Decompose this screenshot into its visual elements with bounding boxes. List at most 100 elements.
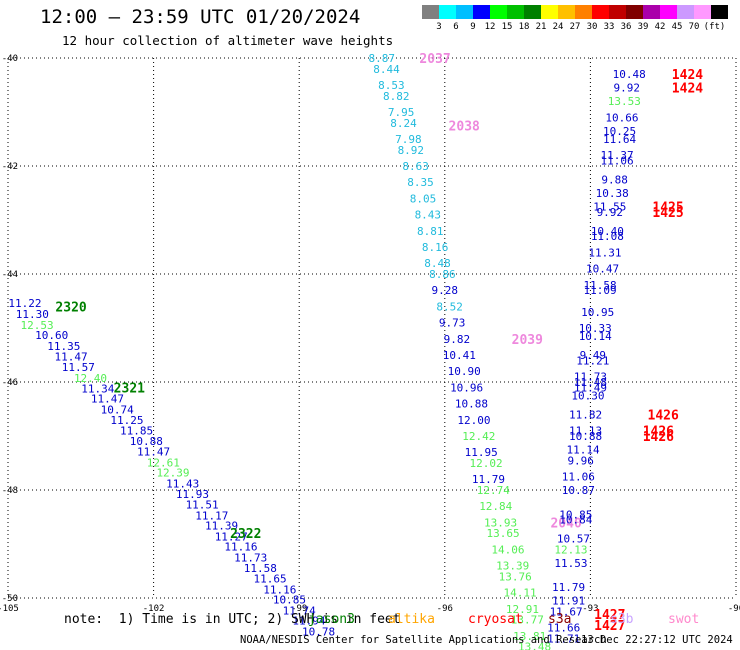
y-tick-label: -48 (2, 486, 18, 496)
swh-value-label: 10.41 (443, 349, 476, 362)
swh-value-label: 11.31 (588, 246, 621, 259)
swh-value-label: 8.92 (398, 144, 425, 157)
swh-value-label: 12.00 (457, 414, 490, 427)
color-scale-label: 39 (637, 22, 649, 32)
swh-value-label: 10.48 (613, 68, 646, 81)
swh-value-label: 11.58 (584, 279, 617, 292)
swh-value-label: 7.95 (388, 106, 415, 119)
swh-value-label: 14.11 (503, 587, 536, 600)
pass-time-label: 2039 (512, 333, 543, 348)
satellite-name: jason3 (308, 612, 355, 627)
swh-value-label: 11.58 (244, 562, 277, 575)
swh-value-label: 11.35 (47, 340, 80, 353)
swh-value-label: 13.48 (518, 641, 551, 650)
swh-value-label: 9.49 (580, 349, 607, 362)
swh-value-label: 11.47 (91, 393, 124, 406)
swh-value-label: 11.71 (547, 633, 580, 646)
y-tick-label: -50 (2, 594, 18, 604)
color-scale-label: 3 (436, 22, 442, 32)
swh-value-label: 11.85 (120, 425, 153, 438)
swh-value-label: 10.33 (579, 322, 612, 335)
pass-time-label: 1427 (594, 619, 625, 634)
x-tick-label: -102 (143, 604, 165, 614)
swh-value-label: 11.47 (55, 351, 88, 364)
swh-value-label: 12.42 (462, 430, 495, 443)
swh-value-label: 13.93 (484, 516, 517, 529)
color-scale-swatch (660, 5, 677, 19)
color-scale-swatch (507, 5, 524, 19)
swh-value-label: 8.81 (417, 225, 444, 238)
color-scale-swatch (422, 5, 439, 19)
y-tick-label: -40 (2, 54, 18, 64)
swh-value-label: 12.02 (469, 457, 502, 470)
pass-time-label: 2320 (55, 300, 86, 315)
swh-value-label: 11.67 (550, 606, 583, 619)
color-scale-label: 27 (569, 22, 581, 32)
color-scale-swatch (694, 5, 711, 19)
swh-value-label: 8.82 (383, 90, 410, 103)
swh-value-label: 13.53 (608, 95, 641, 108)
swh-value-label: 10.30 (571, 390, 604, 403)
pass-time-label: 2038 (449, 120, 480, 135)
swh-value-label: 10.60 (35, 329, 68, 342)
page-subtitle: 12 hour collection of altimeter wave hei… (62, 33, 394, 48)
footer-timestamp: 13 Dec 22:27:12 UTC 2024 (581, 634, 733, 646)
color-scale-swatch (643, 5, 660, 19)
swh-value-label: 11.27 (215, 530, 248, 543)
swh-value-label: 11.93 (176, 488, 209, 501)
swh-value-label: 11.09 (584, 284, 617, 297)
x-tick-label: -96 (437, 604, 453, 614)
swh-value-label: 11.48 (574, 376, 607, 389)
color-scale-label: 33 (603, 22, 615, 32)
satellite-name: swot (668, 612, 700, 627)
swh-value-label: 10.74 (101, 404, 134, 417)
swh-value-label: 7.98 (395, 133, 422, 146)
y-tick-label: -44 (2, 270, 18, 280)
swh-value-label: 11.06 (601, 155, 634, 168)
pass-time-label: 2040 (550, 516, 581, 531)
swh-value-label: 10.90 (448, 365, 481, 378)
swh-value-label: 11.22 (8, 297, 41, 310)
swh-value-label: 11.08 (591, 230, 624, 243)
swh-value-label: 11.95 (465, 446, 498, 459)
x-tick-label: -105 (0, 604, 19, 614)
pass-time-label: 1424 (672, 68, 703, 83)
swh-value-label: 13.76 (499, 570, 532, 583)
color-scale-swatch (575, 5, 592, 19)
color-scale-unit: (ft) (703, 22, 726, 32)
swh-value-label: 11.39 (205, 520, 238, 533)
footer-note: note: 1) Time is in UTC; 2) SWH is in fe… (64, 612, 401, 627)
swh-value-label: 8.48 (424, 257, 451, 270)
y-tick-label: -42 (2, 162, 18, 172)
swh-value-label: 11.13 (569, 425, 602, 438)
pass-time-label: 2321 (114, 381, 145, 396)
swh-value-label: 11.82 (569, 408, 602, 421)
color-scale-swatch (592, 5, 609, 19)
color-scale-swatch (626, 5, 643, 19)
color-scale-swatch (439, 5, 456, 19)
swh-value-label: 10.96 (450, 381, 483, 394)
swh-value-label: 11.34 (81, 382, 114, 395)
swh-value-label: 8.44 (373, 63, 400, 76)
swh-value-label: 9.82 (444, 333, 471, 346)
footer-credit: NOAA/NESDIS Center for Satellite Applica… (240, 634, 607, 646)
swh-value-label: 8.05 (410, 192, 437, 205)
color-scale-label: 21 (535, 22, 547, 32)
color-scale-swatch (490, 5, 507, 19)
x-tick-label: -90 (728, 604, 740, 614)
swh-value-label: 9.92 (614, 82, 641, 95)
swh-value-label: 8.43 (415, 209, 442, 222)
swh-value-label: 11.94 (292, 615, 325, 628)
swh-value-label: 10.85 (559, 508, 592, 521)
swh-value-label: 13.39 (496, 560, 529, 573)
satellite-name: s3a (548, 612, 572, 627)
swh-value-label: 14.06 (491, 543, 524, 556)
satellite-name: cryosat (468, 612, 523, 627)
pass-time-label: 1426 (643, 425, 674, 440)
color-scale-swatch (558, 5, 575, 19)
swh-value-label: 9.28 (432, 284, 459, 297)
swh-value-label: 10.57 (557, 533, 590, 546)
swh-value-label: 9.96 (567, 454, 594, 467)
swh-value-label: 10.25 (603, 125, 636, 138)
swh-value-label: 11.06 (562, 471, 595, 484)
